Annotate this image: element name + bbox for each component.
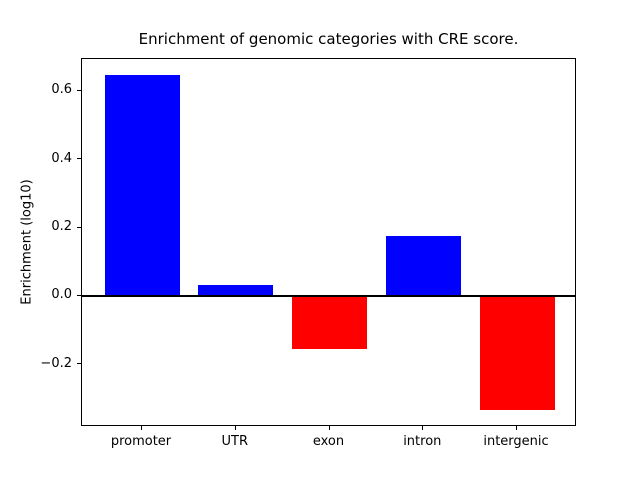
x-tick-mark <box>141 426 142 430</box>
x-tick-label: promoter <box>110 434 172 449</box>
y-tick-mark <box>77 90 81 91</box>
y-tick-label: −0.2 <box>40 355 72 371</box>
bar-exon <box>292 296 367 350</box>
x-tick-mark <box>422 426 424 430</box>
zero-baseline <box>82 295 575 298</box>
x-tick-label: exon <box>312 434 345 449</box>
y-tick-label: 0.2 <box>51 218 72 234</box>
x-tick-label: UTR <box>221 434 249 449</box>
x-tick-mark <box>234 426 236 430</box>
x-tick-label: intron <box>403 434 442 449</box>
y-tick-label: 0.0 <box>51 287 72 303</box>
y-tick-label: 0.6 <box>51 82 72 98</box>
y-tick-mark <box>77 363 81 364</box>
bar-intergenic <box>479 296 555 411</box>
bar-UTR <box>198 284 274 297</box>
y-tick-mark <box>77 295 81 296</box>
chart-title: Enrichment of genomic categories with CR… <box>138 30 519 48</box>
x-tick-mark <box>328 426 330 430</box>
y-tick-mark <box>77 158 81 159</box>
bar-intron <box>385 235 461 297</box>
x-tick-mark <box>516 426 517 430</box>
y-axis-label: Enrichment (log10) <box>19 179 35 305</box>
x-tick-label: intergenic <box>483 434 549 449</box>
y-tick-label: 0.4 <box>51 150 72 166</box>
plot-area <box>81 58 576 426</box>
y-tick-mark <box>77 227 81 228</box>
bar-promoter <box>104 75 180 297</box>
